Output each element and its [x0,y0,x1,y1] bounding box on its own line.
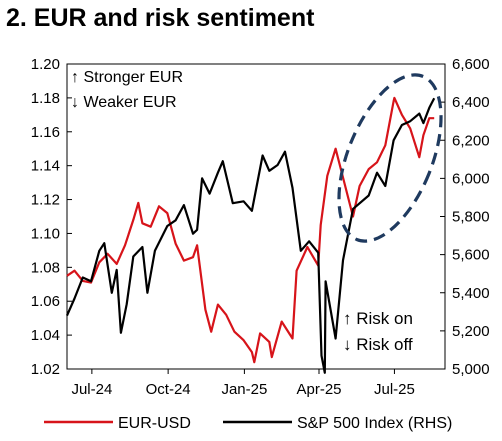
x-tick-label: Jul-25 [374,381,415,398]
y-left-tick-label: 1.06 [31,293,60,310]
y-right-tick-label: 6,200 [452,132,490,149]
y-left-tick-label: 1.12 [31,192,60,209]
series-line-sp500 [65,97,436,374]
x-tick-label: Jan-25 [221,381,267,398]
y-right-tick-label: 5,600 [452,247,490,264]
y-right-tick-label: 5,400 [452,285,490,302]
annotation-risk-off: ↓ Risk off [343,335,413,354]
annotation-risk-on: ↑ Risk on [343,309,413,328]
y-right-tick-label: 5,200 [452,323,490,340]
y-left-tick-label: 1.14 [31,158,60,175]
y-right-tick-label: 6,000 [452,170,490,187]
y-left-tick-label: 1.02 [31,361,60,378]
annotation-top-left: ↑ Stronger EUR ↓ Weaker EUR [71,69,183,111]
x-tick-label: Oct-24 [146,381,191,398]
y-left-tick-label: 1.18 [31,90,60,107]
highlight-ellipse [337,73,443,243]
chart-title: 2. EUR and risk sentiment [6,4,315,32]
series-line-eur-usd [66,96,435,364]
y-left-tick-label: 1.04 [31,327,60,344]
y-right-tick-label: 6,600 [452,56,490,73]
y-left-tick-label: 1.20 [31,56,60,73]
y-left-tick-label: 1.16 [31,124,60,141]
y-left-tick-label: 1.10 [31,225,60,242]
y-right-tick-label: 5,000 [452,361,490,378]
annotation-weaker-eur: ↓ Weaker EUR [71,94,177,111]
x-tick-label: Jul-24 [71,381,112,398]
y-right-tick-label: 5,800 [452,209,490,226]
legend-label-eur-usd: EUR-USD [118,415,191,432]
legend-label-sp500: S&P 500 Index (RHS) [297,415,452,432]
x-axis: Jul-24 Oct-24 Jan-25 Apr-25 Jul-25 [71,369,415,398]
annotation-stronger-eur: ↑ Stronger EUR [71,69,183,86]
y-left-axis: 1.02 1.04 1.06 1.08 1.10 1.12 1.14 1.16 1.18 1.20 [31,56,72,378]
annotation-bottom-right: ↑ Risk on ↓ Risk off [343,309,413,354]
series-layer [65,96,436,374]
legend: EUR-USD S&P 500 Index (RHS) [44,415,452,432]
x-tick-label: Apr-25 [296,381,341,398]
y-right-axis: 5,000 5,200 5,400 5,600 5,800 6,000 6,200 6,400… [440,56,490,378]
y-left-tick-label: 1.08 [31,259,60,276]
y-right-tick-label: 6,400 [452,94,490,111]
